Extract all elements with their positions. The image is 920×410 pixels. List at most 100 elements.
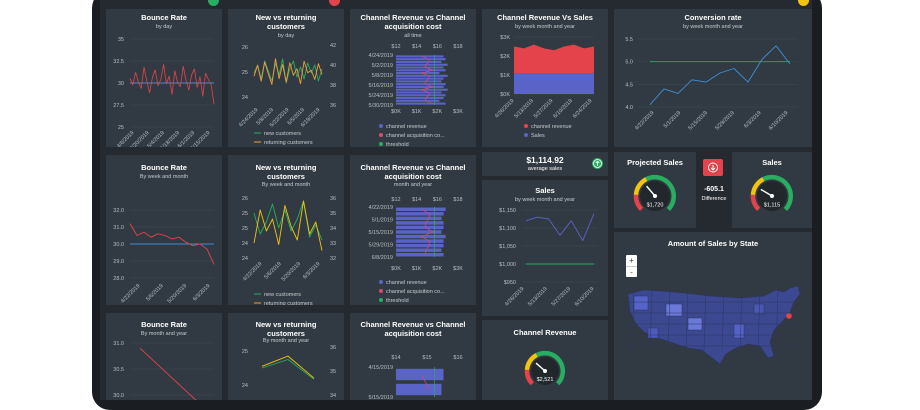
y-tick-label: 5.0: [625, 60, 633, 66]
revenue-bar: [396, 94, 446, 97]
y-tick-label: $950: [504, 280, 516, 286]
map-zoom-control: + -: [626, 255, 637, 277]
revenue-bar: [396, 239, 444, 243]
revenue-bar: [396, 63, 448, 66]
acquisition-cost-line: [420, 208, 435, 255]
us-map[interactable]: [614, 232, 812, 400]
y-tick-label: 5/1/2019: [372, 218, 393, 224]
difference-kpi: -605.1 Difference: [698, 152, 730, 228]
dashboard-screen: Bounce Rate by day 35 32.5 30 27.5 25 4/6/201…: [100, 0, 812, 400]
y-tick-label: $1,050: [499, 244, 516, 250]
panel-title: New vs returning customers: [255, 320, 317, 338]
state-border: [721, 289, 725, 351]
channel-revenue-vs-sales-chart: $3K$2K$1K$0K4/26/20195/13/20195/27/20196…: [494, 35, 594, 139]
channel-revenue-gauge-panel: Channel Revenue $2,521: [482, 320, 608, 400]
x-tick-label: 4/26/2019: [504, 286, 526, 308]
panel-title: Channel Revenue: [513, 328, 577, 337]
bounce-rate-week-chart: 32.0 31.0 30.0 29.0 28.04/22/2019 5/6/2019 5/2…: [113, 208, 215, 305]
down-indicator-icon[interactable]: [329, 0, 340, 6]
new-vs-returning-week-panel: New vs returning customers By week and m…: [228, 155, 344, 305]
x-tick-label: 5/1/2019: [663, 110, 682, 129]
x-tick-label: 6/10/2019: [768, 110, 790, 132]
channel-revenue-year-chart: $14 $15 $16 4/15/2019 5/15/2019: [369, 355, 463, 400]
x-tick-label: 4/26/2019: [494, 98, 516, 120]
y-tick-label: 25: [118, 125, 124, 131]
gauge-arc: [535, 350, 566, 386]
projected-sales-panel: Projected Sales $1,720: [614, 152, 696, 228]
y-tick-label: 27.5: [113, 103, 124, 109]
panel-title: Bounce Rate: [141, 13, 187, 22]
y-tick-label: 42: [330, 43, 336, 49]
trend-down-icon[interactable]: [703, 159, 723, 176]
y-tick-label: 24: [242, 95, 248, 101]
x-tick-label: $0K: [391, 109, 401, 115]
revenue-bar: [396, 69, 446, 72]
revenue-bar: [396, 97, 444, 100]
y-tick-label: $3K: [500, 35, 510, 41]
y-tick-label: 30.0: [113, 242, 124, 248]
trend-up-icon[interactable]: [592, 158, 603, 169]
gauge-needle: [760, 188, 773, 197]
gauge-hub: [770, 194, 774, 198]
up-indicator-icon[interactable]: [208, 0, 219, 6]
x-tick-label: 6/10/2019: [574, 286, 596, 308]
legend-label: channel revenue: [386, 124, 427, 130]
average-sales-label: average sales: [527, 166, 563, 172]
legend-label: new customers: [264, 292, 301, 298]
legend-swatch: [524, 133, 528, 137]
gauge-arc: [750, 177, 765, 196]
average-sales-value: $1,114.92: [526, 155, 564, 165]
channel-revenue-vs-sales-panel: Channel Revenue Vs Sales by week month a…: [482, 9, 608, 147]
panel-subtitle: by day: [277, 33, 295, 39]
gauge-arc: [645, 174, 677, 211]
channel-revenue-month-chart: $12 $14 $16 $18 4/22/2019 5/1/2019 5/15/2019 5/…: [369, 197, 464, 304]
x-top-tick-label: $14: [412, 197, 421, 203]
zoom-in-button[interactable]: +: [629, 256, 634, 265]
revenue-bar: [396, 72, 440, 75]
panel-subtitle: By month and year: [262, 338, 310, 344]
x-top-tick-label: $16: [433, 197, 442, 203]
revenue-bar: [396, 58, 446, 61]
legend-label: Sales: [531, 133, 545, 139]
panel-title: Channel Revenue vs Channel acquisition c…: [360, 320, 466, 338]
channel-revenue-all-chart: $12 $14 $16 $18 4/24/2019 5/2/2019 5/8/2019 5/1…: [369, 44, 464, 147]
y-tick-label: 32: [330, 256, 336, 262]
panel-title: Bounce Rate: [141, 163, 187, 172]
sales-gauge: $1,115: [750, 174, 794, 211]
y-tick-label: 35: [330, 211, 336, 217]
x-tick-label: $1K: [412, 109, 422, 115]
x-top-tick-label: $16: [433, 44, 442, 50]
new-vs-returning-week-chart: 26 25 25 24 24 36 35 34 33 32 4/22/2019 5/6/20195/2…: [242, 196, 336, 305]
neutral-indicator-icon[interactable]: [798, 0, 809, 6]
channel-revenue-year-panel: Channel Revenue vs Channel acquisition c…: [350, 313, 476, 400]
x-tick-label: 5/29/2019: [714, 110, 736, 132]
y-tick-label: 25: [242, 70, 248, 76]
x-tick-label: $3K: [453, 266, 463, 272]
y-tick-label: 29.0: [113, 259, 124, 265]
panel-title: Amount of Sales by State: [667, 239, 759, 248]
x-tick-label: 6/3/2019: [302, 261, 321, 280]
conversion-rate-chart: 5.5 5.0 4.5 4.04/22/2019 5/1/2019 5/15/2019 5/…: [625, 37, 798, 132]
panel-subtitle: by day: [155, 24, 173, 30]
gauge-arc: [750, 194, 761, 211]
panel-subtitle: all time: [404, 33, 422, 39]
revenue-bar: [396, 74, 448, 77]
y-tick-label: 32.0: [113, 208, 124, 214]
y-tick-label: $1K: [500, 73, 510, 79]
x-top-tick-label: $18: [453, 197, 462, 203]
gauge-needle: [646, 185, 656, 197]
revenue-bar: [396, 368, 444, 381]
panel-title: Sales: [762, 158, 782, 167]
y-tick-label: 25: [242, 226, 248, 232]
revenue-bar: [396, 221, 444, 225]
zoom-out-button[interactable]: -: [626, 266, 637, 278]
new-vs-returning-month-panel: New vs returning customers By month and …: [228, 313, 344, 400]
y-tick-label: 34: [330, 393, 336, 399]
sales-area: [514, 73, 594, 94]
conversion-rate-panel: Conversion rate by week month and year 5…: [614, 9, 812, 147]
x-tick-label: $0K: [391, 266, 401, 272]
revenue-bar: [396, 212, 444, 216]
y-tick-label: 32.5: [113, 59, 124, 65]
gauge-hub: [653, 194, 657, 198]
sales-gauge-panel: Sales $1,115: [732, 152, 812, 228]
